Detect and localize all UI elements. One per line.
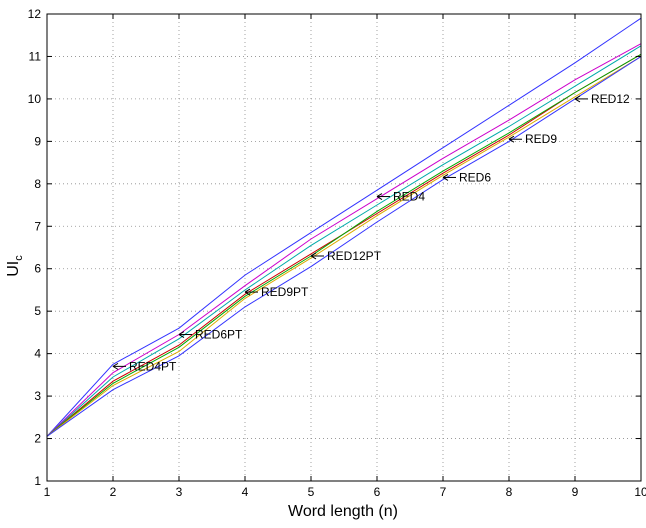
x-tick-label: 7 — [440, 485, 447, 499]
annotation-arrow-head — [574, 95, 581, 103]
y-axis-title: UIc — [5, 255, 25, 277]
x-tick-label: 8 — [506, 485, 513, 499]
y-axis-title-subscript: c — [13, 255, 25, 261]
x-tick-label: 1 — [44, 485, 51, 499]
grid-lines — [47, 14, 641, 481]
series-line-2 — [46, 43, 642, 437]
plot-frame — [46, 13, 642, 482]
y-tick-label: 3 — [34, 389, 41, 403]
annotation-label: RED6 — [459, 170, 491, 184]
series-line-6 — [46, 56, 642, 437]
x-tick-label: 6 — [374, 485, 381, 499]
annotation-label: RED4PT — [129, 359, 177, 373]
annotation-label: RED12PT — [327, 249, 382, 263]
annotation-arrow-head — [508, 135, 515, 143]
y-tick-label: 2 — [34, 432, 41, 446]
annotation-arrow-head — [244, 288, 251, 296]
x-tick-label: 4 — [242, 485, 249, 499]
x-tick-label: 9 — [572, 485, 579, 499]
annotation-arrow-head — [376, 193, 383, 200]
series-lines — [46, 17, 642, 437]
y-tick-label: 8 — [34, 177, 41, 191]
svg-text:UIc: UIc — [5, 255, 25, 277]
annotation-arrow-head — [178, 331, 185, 338]
series-line-5 — [46, 53, 642, 437]
x-tick-label: 5 — [308, 485, 315, 499]
y-tick-label: 4 — [34, 347, 41, 361]
y-axis-title-main: UI — [5, 261, 22, 277]
y-tick-label: 10 — [28, 92, 42, 106]
y-tick-label: 7 — [34, 219, 41, 233]
annotation-label: RED9PT — [261, 285, 309, 299]
y-tick-label: 12 — [28, 7, 42, 21]
series-line-4 — [46, 53, 642, 437]
annotation-label: RED6PT — [195, 328, 243, 342]
series-line-1 — [46, 17, 642, 437]
annotation-label: RED4 — [393, 190, 425, 204]
annotation-arrow-head — [112, 362, 119, 370]
x-axis-title: Word length (n) — [288, 503, 398, 520]
y-tick-label: 5 — [34, 304, 41, 318]
y-tick-label: 6 — [34, 262, 41, 276]
annotation-label: RED12 — [591, 92, 630, 106]
series-line-3 — [46, 45, 642, 437]
annotation-label: RED9 — [525, 132, 557, 146]
x-tick-label: 10 — [634, 485, 646, 499]
y-tick-label: 1 — [34, 474, 41, 488]
annotation-arrow-head — [310, 252, 317, 260]
y-tick-label: 9 — [34, 134, 41, 148]
x-tick-label: 2 — [110, 485, 117, 499]
annotation-arrow-head — [442, 174, 449, 181]
series-line-7 — [46, 56, 642, 437]
y-tick-label: 11 — [29, 49, 42, 63]
annotations: RED4PT RED6PT RED9PT RED12PT RED4 RED6 RED9 RED… — [112, 92, 630, 373]
x-tick-label: 3 — [176, 485, 183, 499]
